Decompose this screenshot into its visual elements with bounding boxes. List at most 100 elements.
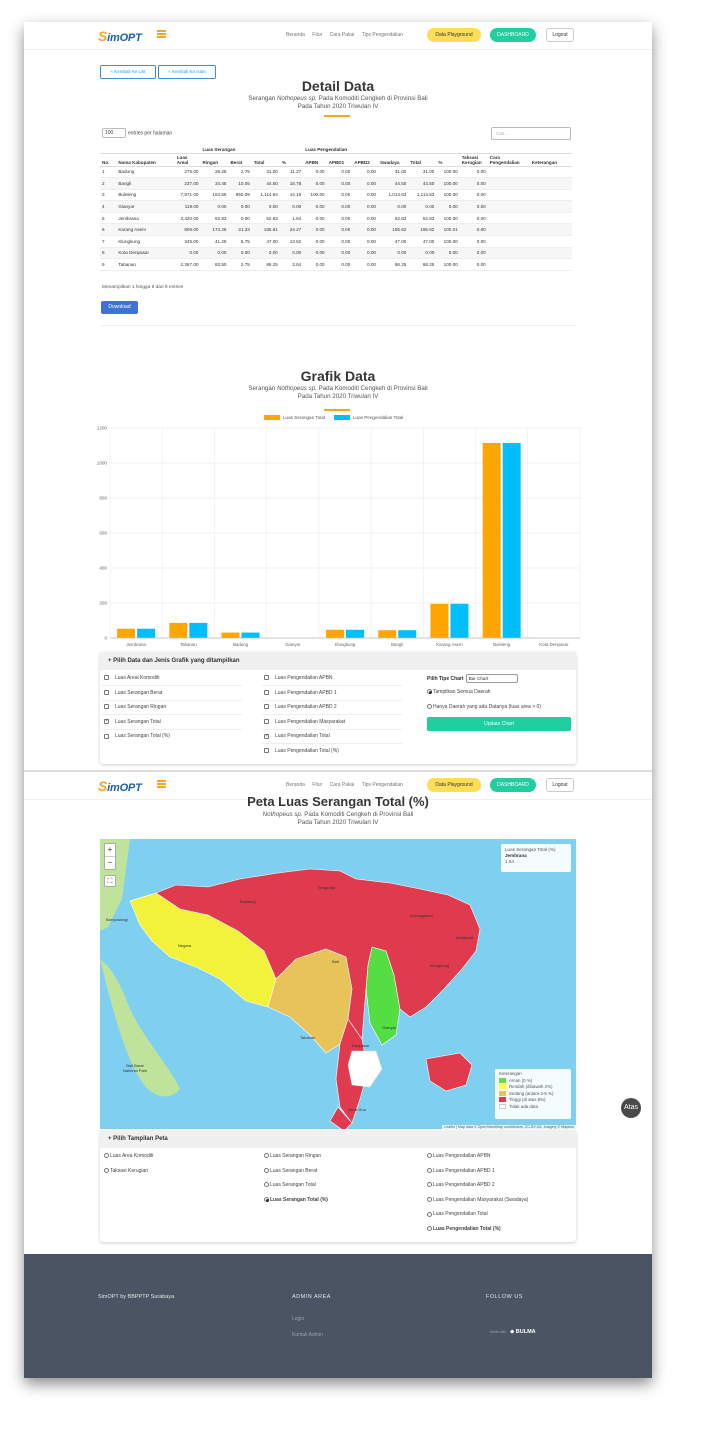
column-header[interactable]: APBN: [303, 153, 327, 167]
nav-link-fitur[interactable]: Fitur: [312, 32, 323, 38]
checkbox[interactable]: [104, 733, 109, 739]
map-option[interactable]: Luas Serangan Total: [264, 1182, 316, 1188]
nav-link-beranda[interactable]: Beranda: [286, 782, 305, 788]
chart-option[interactable]: Luas Areal Komoditi: [104, 675, 159, 681]
nav-link-beranda[interactable]: Beranda: [286, 32, 305, 38]
nav-link-fitur[interactable]: Fitur: [312, 782, 323, 788]
dashboard-button[interactable]: DASHBOARD: [490, 778, 536, 792]
download-button[interactable]: Download: [101, 301, 138, 314]
fullscreen-button[interactable]: ⛶: [104, 875, 116, 887]
radio[interactable]: [264, 1196, 269, 1202]
radio-show-all-control[interactable]: [427, 689, 432, 695]
dashboard-button[interactable]: DASHBOARD: [490, 28, 536, 42]
map-attribution[interactable]: Leaflet | Map data © OpenStreetMap contr…: [442, 1125, 576, 1129]
column-header[interactable]: Cara Pengendalian: [487, 153, 530, 167]
map-option[interactable]: Taksasi Kerugian: [104, 1168, 148, 1174]
column-header[interactable]: Total: [408, 153, 437, 167]
map-option[interactable]: Luas Pengendalian APBD 1: [427, 1168, 495, 1174]
region-denpasar[interactable]: [347, 1050, 383, 1088]
map-option[interactable]: Luas Serangan Berat: [264, 1168, 317, 1174]
nav-link-cara-pakai[interactable]: Cara Pakai: [329, 32, 355, 38]
radio[interactable]: [427, 1226, 432, 1232]
chart-option[interactable]: Luas Pengendalian APBD 2: [264, 704, 337, 710]
logout-button[interactable]: Logout: [546, 778, 574, 792]
checkbox[interactable]: [264, 718, 269, 724]
entries-select[interactable]: 100: [102, 128, 126, 138]
radio[interactable]: [427, 1182, 432, 1188]
chart-type-select[interactable]: Bar Chart: [465, 674, 518, 683]
chart-option[interactable]: Luas Serangan Berat: [104, 690, 162, 696]
footer-contact-link[interactable]: Kontak Admin: [292, 1332, 323, 1338]
checkbox[interactable]: [264, 704, 269, 710]
radio[interactable]: [427, 1211, 432, 1217]
column-header[interactable]: No.: [100, 153, 117, 167]
column-header[interactable]: Taksasi Kerugian: [459, 153, 488, 167]
map-option[interactable]: Luas Pengendalian Total (%): [427, 1226, 501, 1232]
radio[interactable]: [427, 1153, 432, 1159]
radio-show-all[interactable]: Tampilkan Semua Daerah: [427, 689, 491, 695]
checkbox[interactable]: ✓: [264, 732, 270, 739]
column-header[interactable]: APBD1: [326, 153, 353, 167]
column-header[interactable]: %: [279, 153, 304, 167]
column-header[interactable]: Berat: [228, 153, 252, 167]
column-header[interactable]: %: [436, 153, 460, 167]
map-option[interactable]: Luas Serangan Ringan: [264, 1153, 321, 1159]
logout-button[interactable]: Logout: [546, 28, 574, 42]
chart-option[interactable]: Luas Pengendalian APBD 1: [264, 690, 337, 696]
chart-panel-header[interactable]: + Pilih Data dan Jenis Grafik yang ditam…: [100, 652, 576, 670]
data-playground-button[interactable]: Data Playground: [427, 28, 481, 42]
map-option[interactable]: Luas Pengendalian APBD 2: [427, 1182, 495, 1188]
checkbox[interactable]: [104, 689, 109, 695]
map-panel-header[interactable]: + Pilih Tampilan Peta: [100, 1130, 576, 1148]
chart-option[interactable]: Luas Pengendalian Masyarakat: [264, 719, 345, 725]
chart-option[interactable]: ✓ Luas Serangan Total: [104, 717, 161, 725]
radio[interactable]: [264, 1153, 269, 1159]
radio[interactable]: [264, 1182, 269, 1188]
chart-option[interactable]: ✓ Luas Pengendalian Total: [264, 733, 330, 739]
nav-link-tips[interactable]: Tips Pengendalian: [361, 32, 403, 38]
checkbox[interactable]: [264, 689, 269, 695]
zoom-in-button[interactable]: +: [105, 844, 115, 857]
radio[interactable]: [104, 1167, 109, 1173]
chart-option[interactable]: Luas Pengendalian APBN: [264, 675, 333, 681]
map-option[interactable]: Luas Pengendalian APBN: [427, 1153, 491, 1159]
bulma-logo[interactable]: ◆ BULMA: [510, 1329, 536, 1335]
radio[interactable]: [264, 1167, 269, 1173]
checkbox[interactable]: [264, 748, 269, 754]
footer-login-link[interactable]: Login: [292, 1316, 305, 1322]
back-to-isian-button[interactable]: « Kembali Ke Isian: [158, 65, 216, 79]
checkbox[interactable]: [104, 675, 109, 681]
table-search-input[interactable]: Cari...: [491, 127, 571, 140]
checkbox[interactable]: ✓: [104, 717, 110, 724]
chart-option[interactable]: Luas Serangan Total (%): [104, 733, 170, 739]
chart-option[interactable]: Luas Serangan Ringan: [104, 704, 166, 710]
column-header[interactable]: Nama Kabupaten: [116, 153, 175, 167]
hamburger-menu-icon[interactable]: [157, 30, 166, 38]
zoom-out-button[interactable]: −: [107, 858, 113, 867]
map-option[interactable]: Luas Area Komoditi: [104, 1153, 153, 1159]
leaflet-map[interactable]: + − ⛶ Banyuwangi Negara Tabanan Bali Gia…: [100, 839, 576, 1129]
radio[interactable]: [104, 1153, 109, 1159]
map-option[interactable]: Luas Serangan Total (%): [264, 1197, 328, 1203]
radio-show-data-only-control[interactable]: [427, 704, 432, 710]
column-header[interactable]: Keterangan: [529, 153, 572, 167]
back-to-top-button[interactable]: Atas: [621, 1098, 641, 1118]
radio[interactable]: [427, 1167, 432, 1173]
column-header[interactable]: Ringan: [200, 153, 229, 167]
checkbox[interactable]: [264, 675, 269, 681]
map-option[interactable]: Luas Pengendalian Masyarakat (Swadaya): [427, 1197, 528, 1203]
column-header[interactable]: APBD2: [352, 153, 378, 167]
checkbox[interactable]: [104, 704, 109, 710]
region-nusa-penida[interactable]: [425, 1052, 473, 1092]
update-chart-button[interactable]: Update Chart: [427, 717, 571, 731]
column-header[interactable]: Swadaya: [377, 153, 409, 167]
nav-link-cara-pakai[interactable]: Cara Pakai: [329, 782, 355, 788]
data-playground-button[interactable]: Data Playground: [427, 778, 481, 792]
legend-serangan[interactable]: Luas Serangan Total: [264, 415, 325, 421]
column-header[interactable]: Total: [251, 153, 280, 167]
region-bukit-peninsula[interactable]: [329, 1106, 353, 1129]
column-header[interactable]: Luas Areal: [174, 153, 201, 167]
simopt-logo[interactable]: SimOPT: [98, 28, 142, 44]
chart-option[interactable]: Luas Pengendalian Total (%): [264, 748, 339, 754]
legend-pengendalian[interactable]: Luas Pengendalian Total: [334, 415, 403, 421]
